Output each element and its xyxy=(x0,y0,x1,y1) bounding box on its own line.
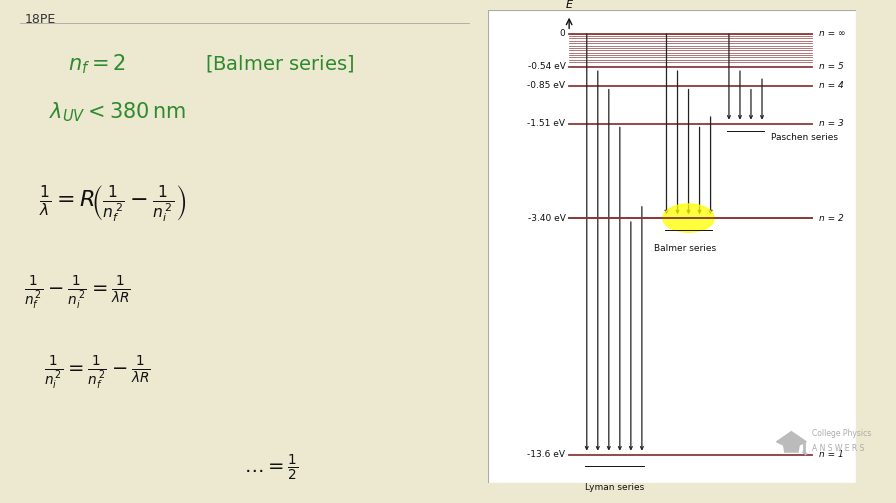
Text: 0: 0 xyxy=(560,29,565,38)
Text: $n_f = 2$: $n_f = 2$ xyxy=(68,53,126,76)
Text: n = 5: n = 5 xyxy=(819,62,844,71)
Text: $\frac{1}{n_i^{\,2}} = \frac{1}{n_f^{\,2}} - \frac{1}{\lambda R}$: $\frac{1}{n_i^{\,2}} = \frac{1}{n_f^{\,2… xyxy=(44,355,151,391)
FancyBboxPatch shape xyxy=(488,10,856,483)
Text: n = 1: n = 1 xyxy=(819,450,844,459)
Text: -13.6 eV: -13.6 eV xyxy=(528,450,565,459)
Text: $\frac{1}{\lambda} = R\!\left(\frac{1}{n_f^{\,2}} - \frac{1}{n_i^{\,2}}\right)$: $\frac{1}{\lambda} = R\!\left(\frac{1}{n… xyxy=(39,184,186,225)
Text: $E$: $E$ xyxy=(564,0,573,10)
Polygon shape xyxy=(783,442,799,452)
Text: n = 3: n = 3 xyxy=(819,119,844,128)
Text: $[\mathrm{Balmer\ series}]$: $[\mathrm{Balmer\ series}]$ xyxy=(205,53,355,74)
Text: $\lambda_{UV} < 380\,\mathrm{nm}$: $\lambda_{UV} < 380\,\mathrm{nm}$ xyxy=(49,101,186,124)
Text: 18PE: 18PE xyxy=(24,13,56,26)
Text: -0.85 eV: -0.85 eV xyxy=(528,81,565,90)
Text: College Physics
A N S W E R S: College Physics A N S W E R S xyxy=(813,430,872,453)
Text: $\ldots = \frac{1}{2}$: $\ldots = \frac{1}{2}$ xyxy=(244,453,298,483)
Text: Paschen series: Paschen series xyxy=(771,133,838,142)
Text: -1.51 eV: -1.51 eV xyxy=(528,119,565,128)
Text: -3.40 eV: -3.40 eV xyxy=(528,214,565,223)
Text: n = 4: n = 4 xyxy=(819,81,844,90)
Text: n = 2: n = 2 xyxy=(819,214,844,223)
Ellipse shape xyxy=(663,204,714,232)
Text: Balmer series: Balmer series xyxy=(654,244,716,253)
Text: $\frac{1}{n_f^{\,2}} - \frac{1}{n_i^{\,2}} = \frac{1}{\lambda R}$: $\frac{1}{n_f^{\,2}} - \frac{1}{n_i^{\,2… xyxy=(24,274,132,310)
Polygon shape xyxy=(777,432,806,449)
Text: -0.54 eV: -0.54 eV xyxy=(528,62,565,71)
Text: Lyman series: Lyman series xyxy=(585,483,644,492)
Text: n = ∞: n = ∞ xyxy=(819,29,846,38)
